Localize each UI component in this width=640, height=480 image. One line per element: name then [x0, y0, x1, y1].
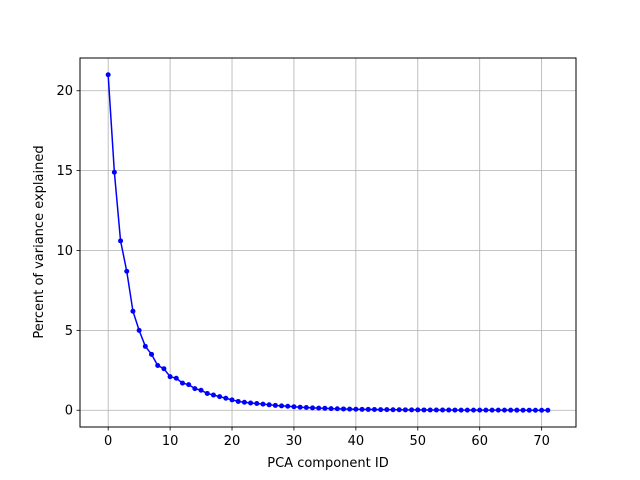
data-point	[272, 402, 278, 408]
data-point	[421, 407, 427, 413]
x-tick-label: 40	[348, 434, 365, 449]
data-point	[464, 407, 470, 413]
data-point	[155, 363, 161, 368]
x-axis-label: PCA component ID	[267, 456, 388, 471]
data-point	[285, 403, 291, 409]
y-axis-ticks: 0 5 10 15 20	[56, 84, 80, 419]
y-tick-label: 15	[56, 164, 73, 179]
data-point	[409, 407, 415, 413]
data-point	[229, 397, 235, 403]
y-tick-label: 20	[56, 84, 73, 99]
data-point	[124, 268, 130, 274]
y-tick-label: 5	[65, 324, 73, 339]
data-point	[223, 395, 229, 401]
data-point	[303, 405, 309, 411]
data-point	[359, 406, 365, 412]
data-point	[142, 343, 148, 349]
data-point	[415, 407, 421, 413]
data-point	[186, 382, 192, 388]
data-point	[310, 405, 316, 411]
data-point	[495, 407, 501, 413]
data-point	[241, 399, 247, 405]
data-point	[179, 380, 185, 386]
x-axis-ticks: 0 10 20 30 40 50 60 70	[104, 427, 550, 449]
data-point	[192, 386, 198, 392]
data-point	[111, 169, 117, 175]
x-tick-label: 20	[224, 434, 241, 449]
data-point	[254, 401, 260, 407]
data-point	[260, 401, 266, 407]
data-point	[279, 403, 285, 409]
data-point	[105, 72, 111, 78]
data-point	[340, 406, 346, 412]
data-point	[371, 407, 377, 413]
data-point	[328, 406, 334, 412]
data-point	[545, 407, 551, 413]
data-point	[501, 407, 507, 413]
y-tick-label: 0	[65, 404, 73, 419]
data-point	[118, 238, 124, 244]
data-point	[198, 387, 204, 393]
grid-lines	[80, 58, 576, 427]
data-point	[508, 407, 514, 413]
data-point	[297, 404, 303, 410]
series-layer	[105, 72, 551, 413]
data-point	[334, 406, 340, 412]
data-point	[347, 406, 353, 412]
data-point	[136, 327, 142, 333]
data-point	[532, 407, 538, 413]
data-point	[520, 407, 526, 413]
x-tick-label: 70	[533, 434, 550, 449]
x-tick-label: 60	[471, 434, 488, 449]
data-point	[477, 407, 483, 413]
data-point	[217, 394, 223, 400]
plot-frame	[79, 57, 577, 428]
data-point	[248, 400, 254, 406]
y-tick-label: 10	[56, 244, 73, 259]
data-point	[526, 407, 532, 413]
data-point	[396, 407, 402, 413]
data-point	[322, 405, 328, 411]
data-point	[446, 407, 452, 413]
x-tick-label: 50	[410, 434, 427, 449]
data-point	[458, 407, 464, 413]
data-point	[173, 375, 179, 381]
data-point	[433, 407, 439, 413]
data-point	[402, 407, 408, 413]
data-point	[235, 398, 241, 404]
data-point	[483, 407, 489, 413]
data-point	[390, 407, 396, 413]
data-point	[266, 402, 272, 408]
data-point	[291, 404, 297, 410]
data-point	[489, 407, 495, 413]
data-point	[452, 407, 458, 413]
data-point	[514, 407, 520, 413]
data-point	[149, 351, 155, 357]
data-point	[353, 406, 359, 412]
data-point	[471, 407, 477, 413]
data-point	[365, 406, 371, 412]
data-point	[539, 407, 545, 413]
data-point	[161, 366, 167, 372]
data-point	[378, 407, 384, 413]
data-point	[210, 392, 216, 398]
data-point	[316, 405, 322, 411]
x-tick-label: 30	[286, 434, 303, 449]
data-point	[427, 407, 433, 413]
data-point	[384, 407, 390, 413]
x-tick-label: 10	[162, 434, 179, 449]
data-point	[440, 407, 446, 413]
y-axis-label: Percent of variance explained	[32, 145, 47, 338]
data-point	[167, 374, 173, 380]
data-point	[204, 390, 210, 396]
x-tick-label: 0	[104, 434, 112, 449]
data-point	[130, 308, 136, 314]
